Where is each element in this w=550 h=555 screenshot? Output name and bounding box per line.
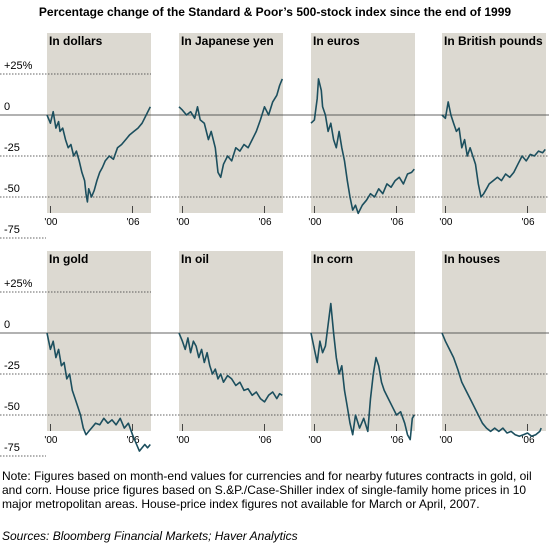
y-tick-label: -25 [4,142,20,154]
x-tick-label: '00 [439,435,452,446]
y-tick-label: +25% [4,60,33,72]
y-tick-label: +25% [4,278,33,290]
series-line [441,332,542,438]
chart-note: Note: Figures based on month-end values … [2,469,532,511]
panel-6: '00 '06 In oil [151,251,283,446]
x-tick-label: '06 [522,217,535,228]
y-tick-label: 0 [4,319,10,331]
panel-title: In Japanese yen [181,34,274,48]
x-tick-label: '06 [391,435,404,446]
panel-title: In British pounds [444,34,543,48]
series-line [310,78,415,215]
series-line [46,106,152,203]
x-tick-label: '06 [391,217,404,228]
panel-4: '00 '06 In British pounds [414,33,549,228]
x-tick-label: '06 [127,217,140,228]
panel-7: '00 '06 In corn [283,251,415,446]
x-tick-label: '00 [176,435,189,446]
y-tick-label: -50 [4,401,20,413]
panel-title: In houses [444,252,500,266]
y-tick-label: -50 [4,183,20,195]
x-tick-label: '00 [308,435,321,446]
panel-background [47,251,151,431]
panel-title: In euros [313,34,360,48]
panel-background [442,33,546,213]
y-tick-label: 0 [4,101,10,113]
x-tick-label: '00 [439,217,452,228]
series-line [178,78,284,179]
x-tick-label: '00 [308,217,321,228]
chart-title: Percentage change of the Standard & Poor… [38,5,512,19]
series-line [441,101,546,198]
panel-3: '00 '06 In euros [283,33,415,228]
panel-1: +25% 0 -25 -50 -75 '00 '06 In dollars [0,33,152,239]
panel-title: In gold [49,252,88,266]
y-tick-label: -75 [4,442,20,454]
panel-title: In corn [313,252,353,266]
series-line [178,332,283,403]
y-tick-label: -75 [4,224,20,236]
panel-background [442,251,546,431]
x-tick-label: '06 [522,435,535,446]
x-tick-label: '00 [44,217,57,228]
y-tick-label: -25 [4,360,20,372]
panel-background [179,33,283,213]
series-line [46,332,151,452]
x-tick-label: '00 [176,217,189,228]
x-tick-label: '06 [127,435,140,446]
panel-title: In oil [181,252,209,266]
x-tick-label: '06 [259,217,272,228]
panel-2: '00 '06 In Japanese yen [151,33,284,228]
x-tick-label: '00 [44,435,57,446]
series-line [310,302,415,441]
panel-8: '00 '06 In houses [414,251,549,446]
panel-5: +25% 0 -25 -50 -75 '00 '06 In gold [0,251,151,457]
panel-background [311,251,415,431]
x-tick-label: '06 [259,435,272,446]
panel-background [179,251,283,431]
panel-background [47,33,151,213]
panel-background [311,33,415,213]
panel-title: In dollars [49,34,103,48]
chart-sources: Sources: Bloomberg Financial Markets; Ha… [2,529,298,543]
